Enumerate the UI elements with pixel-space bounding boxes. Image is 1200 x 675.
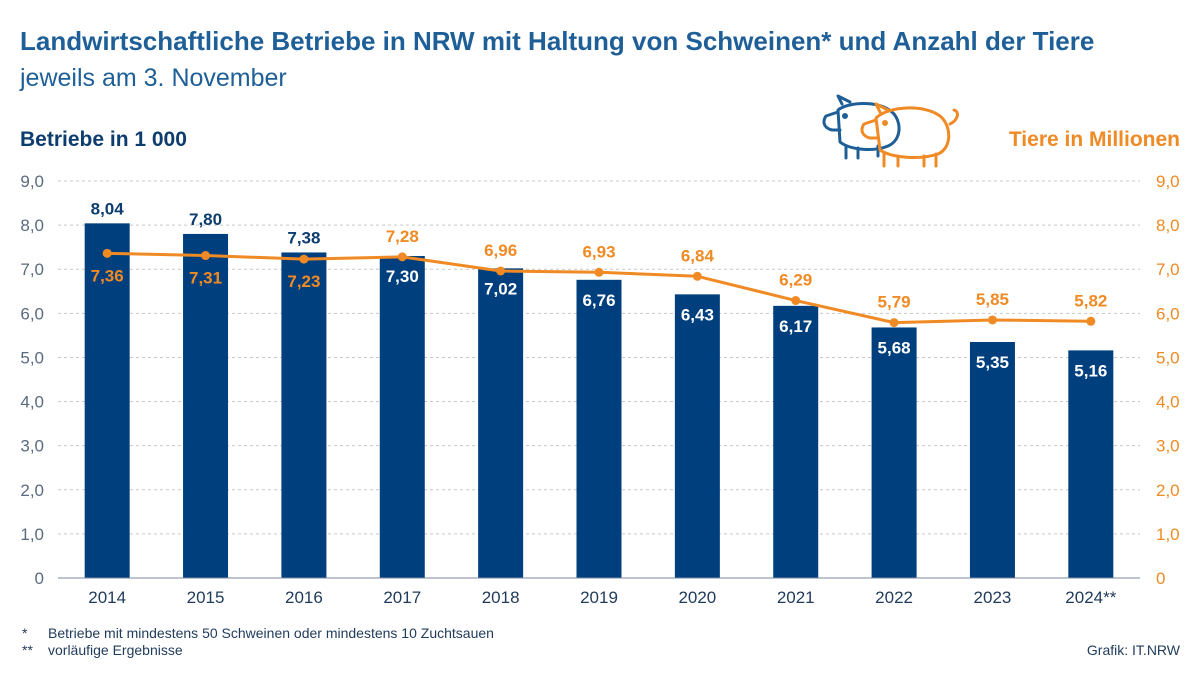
x-tick-label: 2022 [875,588,913,607]
footnote-2-mark: ** [22,642,33,658]
bar-value-label: 7,02 [484,279,517,298]
line-value-label: 7,23 [287,272,320,291]
bar-value-label: 7,38 [287,228,320,247]
pig-outline-orange-icon [860,102,959,168]
line-point [889,318,899,328]
line-point [692,271,702,281]
right-tick-label: 3,0 [1156,437,1180,456]
bar [84,223,130,578]
line-value-label: 5,82 [1074,291,1107,310]
line-point [496,266,506,276]
line-value-label: 5,79 [878,293,911,312]
data-labels: 8,04 7,80 7,38 7,30 7,02 6,76 6,43 6,17 5,68 5,35… [91,199,1108,380]
left-tick-label: 4,0 [20,393,44,412]
left-tick-label: 7,0 [20,260,44,279]
x-tick-label: 2015 [187,588,225,607]
source-credit: Grafik: IT.NRW [1086,642,1180,658]
bar [1068,350,1114,578]
bar-value-label: 7,80 [189,210,222,229]
left-tick-label: 2,0 [20,481,44,500]
bar [478,268,524,578]
line-value-label: 7,31 [189,269,222,288]
left-tick-label: 6,0 [20,304,44,323]
footnote-1-mark: * [22,625,28,641]
x-tick-label: 2017 [383,588,421,607]
line-point [299,254,309,264]
right-tick-label: 9,0 [1156,172,1180,191]
line-point [594,267,604,277]
bar [674,294,720,578]
left-tick-label: 5,0 [20,348,44,367]
bar-value-label: 5,68 [878,338,911,357]
pig-outline-blue-icon [822,94,901,160]
axes: 0 1,0 2,0 3,0 4,0 5,0 6,0 7,0 8,0 9,0 0 1,0 2,0 3,0 4,… [20,172,1179,607]
line-value-label: 6,93 [582,242,615,261]
footnote-2: ** vorläufige Ergebnisse [22,642,183,658]
x-tick-label: 2020 [678,588,716,607]
right-tick-label: 2,0 [1156,481,1180,500]
x-tick-label: 2014 [88,588,126,607]
line-point [791,296,801,306]
x-tick-label: 2018 [482,588,520,607]
bar-value-label: 8,04 [91,199,125,218]
line-point [987,315,997,325]
line-value-label: 6,96 [484,241,517,260]
x-tick-label: 2023 [974,588,1012,607]
footnote-1-text: Betriebe mit mindestens 50 Schweinen ode… [48,625,494,641]
right-tick-label: 4,0 [1156,393,1180,412]
left-axis-title: Betriebe in 1 000 [20,128,187,151]
left-tick-label: 1,0 [20,525,44,544]
x-tick-label: 2024** [1065,588,1116,607]
bar [871,327,917,578]
right-tick-label: 7,0 [1156,260,1180,279]
bar-value-label: 6,17 [779,317,812,336]
line-point [1086,316,1096,326]
right-tick-label: 0 [1156,569,1165,588]
line-value-label: 7,36 [91,266,124,285]
footnote-2-text: vorläufige Ergebnisse [48,642,183,658]
line-point [201,251,211,261]
bar-value-label: 6,43 [681,305,714,324]
line-value-label: 5,85 [976,290,1009,309]
line-point [102,248,112,258]
left-tick-label: 8,0 [20,216,44,235]
bar [773,305,819,578]
right-axis-title: Tiere in Millionen [1008,128,1180,151]
left-tick-label: 9,0 [20,172,44,191]
bar-value-label: 5,35 [976,353,1009,372]
left-tick-label: 3,0 [20,437,44,456]
right-tick-label: 8,0 [1156,216,1180,235]
bar [281,252,327,578]
bar [576,279,622,578]
line-value-label: 6,84 [681,246,715,265]
line-point [397,252,407,262]
chart-subtitle: jeweils am 3. November [20,64,287,92]
x-tick-label: 2021 [777,588,815,607]
bar [183,233,229,578]
bar-value-label: 7,30 [386,267,419,286]
bar [969,342,1015,578]
x-tick-label: 2016 [285,588,323,607]
left-tick-label: 0 [35,569,44,588]
line-value-label: 6,29 [779,271,812,290]
bar-series [84,223,1114,578]
right-tick-label: 5,0 [1156,348,1180,367]
bar-value-label: 6,76 [582,291,615,310]
footnote-1: * Betriebe mit mindestens 50 Schweinen od… [22,625,494,641]
line-series [102,248,1096,328]
bar [379,255,425,578]
chart-title: Landwirtschaftliche Betriebe in NRW mit … [20,26,1095,56]
line-value-label: 7,28 [386,227,419,246]
bar-value-label: 5,16 [1074,361,1107,380]
x-tick-label: 2019 [580,588,618,607]
right-tick-label: 1,0 [1156,525,1180,544]
right-tick-label: 6,0 [1156,304,1180,323]
